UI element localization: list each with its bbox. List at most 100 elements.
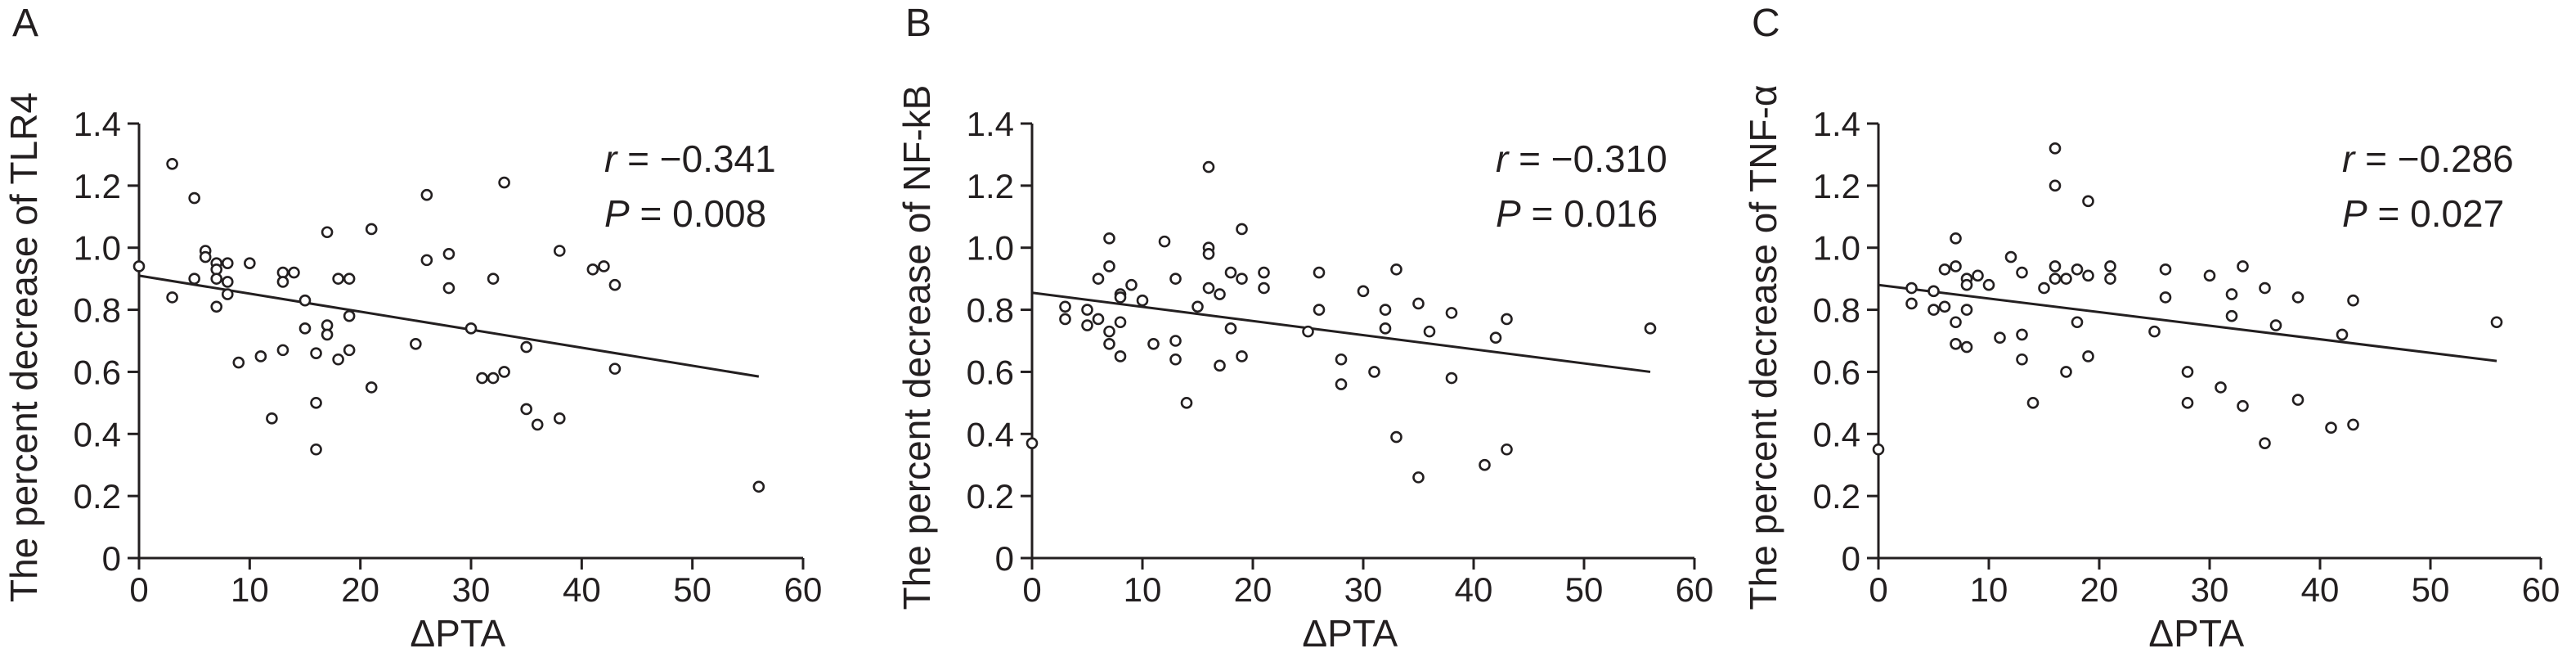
data-point: [166, 291, 178, 304]
p-value-text: P = 0.008: [604, 192, 766, 235]
p-value: = 0.027: [2367, 192, 2505, 235]
r-symbol: r: [2342, 137, 2356, 180]
data-point: [298, 294, 312, 307]
data-point: [1103, 260, 1115, 272]
y-tick-label: 0: [102, 539, 121, 578]
data-point: [2259, 281, 2271, 295]
data-point: [1950, 232, 1962, 245]
data-point: [1081, 304, 1093, 316]
data-point: [531, 418, 544, 431]
data-point: [553, 245, 566, 257]
data-point: [1147, 337, 1160, 350]
data-point: [1103, 325, 1115, 338]
data-point: [298, 322, 312, 335]
data-point: [2490, 316, 2503, 329]
data-point: [310, 397, 322, 409]
data-point: [2082, 269, 2094, 282]
data-point: [1445, 372, 1458, 385]
data-point: [1379, 304, 1392, 316]
data-point: [1313, 266, 1326, 279]
data-point: [1202, 247, 1215, 260]
data-point: [2071, 263, 2084, 276]
data-point: [199, 250, 212, 263]
y-axis-label: The percent decrease of TNF-α: [1742, 85, 1784, 610]
data-point: [2082, 195, 2094, 208]
data-point: [1872, 443, 1885, 456]
data-point: [2181, 397, 2194, 409]
data-point: [2049, 179, 2062, 192]
data-point: [1644, 322, 1657, 335]
data-point: [1390, 430, 1402, 444]
x-tick-label: 30: [452, 570, 491, 609]
data-point: [310, 443, 322, 456]
data-point: [553, 412, 566, 425]
y-axis-label: The percent decrease of TLR4: [2, 92, 45, 602]
data-point: [1960, 340, 1973, 354]
data-point: [1423, 325, 1436, 338]
data-point: [608, 278, 622, 291]
data-point: [1103, 337, 1115, 350]
regression-line: [138, 274, 760, 378]
data-point: [1994, 331, 2006, 345]
data-point: [1236, 223, 1248, 236]
data-point: [2325, 421, 2337, 435]
data-point: [487, 372, 500, 385]
data-point: [498, 176, 510, 189]
data-point: [1335, 378, 1348, 390]
data-point: [276, 344, 289, 357]
data-point: [1938, 263, 1951, 276]
data-point: [1960, 304, 1973, 316]
x-tick-label: 20: [2080, 570, 2119, 609]
data-point: [2291, 394, 2304, 406]
data-point: [1501, 443, 1513, 456]
data-point: [1950, 337, 1962, 350]
data-point: [1501, 313, 1513, 326]
data-point: [1928, 304, 1940, 316]
y-tick-label: 0.8: [967, 291, 1014, 330]
x-tick-label: 30: [1344, 570, 1383, 609]
data-point: [2336, 328, 2349, 341]
data-point: [1335, 353, 1348, 366]
data-point: [1114, 350, 1127, 363]
data-point: [1059, 313, 1071, 326]
x-tick-label: 20: [341, 570, 379, 609]
r-value-text: r = −0.286: [2342, 137, 2514, 180]
data-point: [2269, 319, 2282, 331]
r-value-text: r = −0.341: [604, 137, 776, 180]
chart-panel-b: B 0 0.2 0.4 0.6 0.8 1.0 1.2 1.4 0 10 20 30 40 50 60 ΔPTA…: [895, 2, 1713, 655]
chart-panel-c: C 0 0.2 0.4 0.6 0.8 1.0 1.2 1.4 0 10 20 30 40 50 60 ΔPTA…: [1742, 2, 2560, 655]
y-tick-label: 0.2: [967, 477, 1014, 516]
x-tick-label: 0: [129, 570, 148, 609]
x-tick-label: 60: [1676, 570, 1714, 609]
data-point: [1180, 397, 1193, 409]
y-tick-label: 1.0: [967, 229, 1014, 268]
x-tick-label: 0: [1869, 570, 1887, 609]
data-point: [410, 337, 422, 350]
data-point: [2082, 350, 2094, 363]
data-point: [1169, 353, 1182, 366]
data-point: [343, 344, 356, 357]
p-symbol: P: [604, 192, 630, 235]
data-point: [1092, 313, 1105, 326]
data-point: [1412, 471, 1425, 484]
y-tick-label: 0.2: [74, 477, 121, 516]
data-point: [2215, 381, 2227, 394]
x-tick-label: 10: [1124, 570, 1162, 609]
y-tick-label: 1.4: [1813, 105, 1860, 143]
data-point: [1905, 281, 1918, 295]
data-point: [332, 353, 344, 366]
data-point: [321, 226, 334, 239]
data-point: [1258, 281, 1270, 295]
data-point: [1214, 288, 1226, 300]
y-tick-label: 0: [995, 539, 1014, 578]
data-point: [442, 247, 456, 260]
data-point: [520, 340, 532, 354]
data-point: [608, 363, 622, 375]
data-point: [2291, 291, 2304, 304]
data-point: [1390, 263, 1402, 276]
y-tick-label: 0: [1842, 539, 1860, 578]
data-point: [2203, 269, 2216, 282]
data-point: [1214, 359, 1226, 372]
